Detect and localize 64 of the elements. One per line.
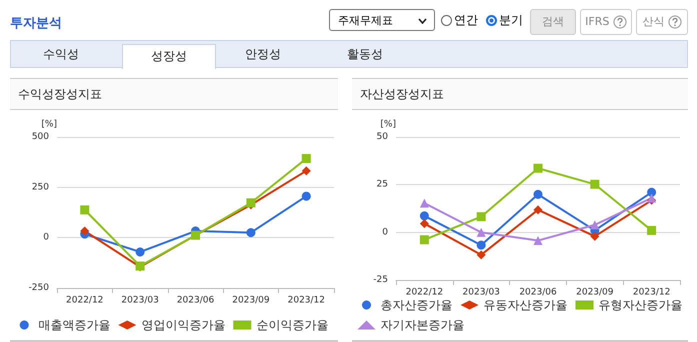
y-tick-label: -250: [28, 283, 50, 293]
y-tick-label: 250: [32, 182, 50, 192]
y-tick-label: -25: [373, 275, 388, 285]
point: [302, 166, 311, 176]
point: [476, 250, 486, 260]
x-tick-label: 2023/12: [288, 296, 325, 306]
legend-label: 영업이익증가율: [141, 318, 226, 332]
point: [647, 188, 656, 197]
point: [476, 228, 486, 237]
point: [420, 198, 429, 208]
x-tick-label: 2022/12: [406, 288, 444, 298]
legend-label: 순이익증가율: [256, 318, 328, 332]
legend-label: 유동자산증가율: [484, 298, 568, 312]
legend-label: 매출액증가율: [38, 318, 110, 332]
search-button: 검색: [530, 9, 576, 35]
text: 안정성: [244, 46, 282, 63]
chart-title: 자산성장성지표: [352, 78, 688, 110]
ifrs-button: IFRS: [580, 9, 632, 35]
y-tick-label: 50: [376, 132, 388, 142]
point: [534, 236, 542, 246]
dropdown-field: 주재무제표: [329, 9, 435, 31]
x-tick-label: 2023/09: [576, 288, 614, 298]
y-tick-label: 500: [32, 132, 50, 142]
y-tick-label: 25: [376, 180, 388, 190]
point: [476, 240, 486, 250]
x-tick-label: 2023/09: [232, 296, 270, 306]
formula-button: 산식: [636, 9, 688, 35]
point: [647, 226, 656, 235]
point: [420, 235, 429, 244]
y-tick-label: 0: [382, 227, 388, 238]
point: [534, 164, 542, 173]
x-tick-label: 2023/12: [632, 288, 670, 298]
point: [476, 212, 486, 222]
point: [136, 247, 145, 256]
point: [590, 232, 600, 241]
point: [534, 190, 542, 199]
y-axis-title: [%]: [41, 120, 57, 130]
text: 성장성: [122, 44, 216, 69]
point: [590, 180, 600, 189]
legend-label: 자기자본증가율: [380, 318, 464, 332]
legend-label: 유형자산증가율: [598, 298, 682, 312]
x-tick-label: 2022/12: [66, 296, 104, 306]
text: 활동성: [346, 46, 384, 63]
x-tick-label: 2023/03: [462, 288, 500, 298]
y-axis-title: [%]: [380, 120, 396, 130]
point: [420, 219, 429, 228]
text: 투자분석: [10, 15, 62, 32]
point: [80, 226, 90, 236]
point: [534, 205, 542, 214]
point: [420, 211, 429, 220]
point: [302, 154, 311, 164]
y-tick-label: 0: [43, 232, 50, 243]
point: [246, 228, 256, 238]
point: [80, 205, 90, 214]
x-tick-label: 2023/03: [121, 296, 159, 306]
x-tick-label: 2023/06: [176, 296, 214, 306]
x-tick-label: 2023/06: [519, 288, 557, 298]
chart-title: 수익성장성지표: [10, 78, 338, 110]
text: 수익성: [42, 46, 80, 63]
point: [590, 220, 600, 230]
text: 연간: [454, 13, 478, 27]
point: [302, 192, 311, 201]
legend-label: 총자산증가율: [380, 298, 452, 312]
text: 분기: [499, 13, 523, 27]
